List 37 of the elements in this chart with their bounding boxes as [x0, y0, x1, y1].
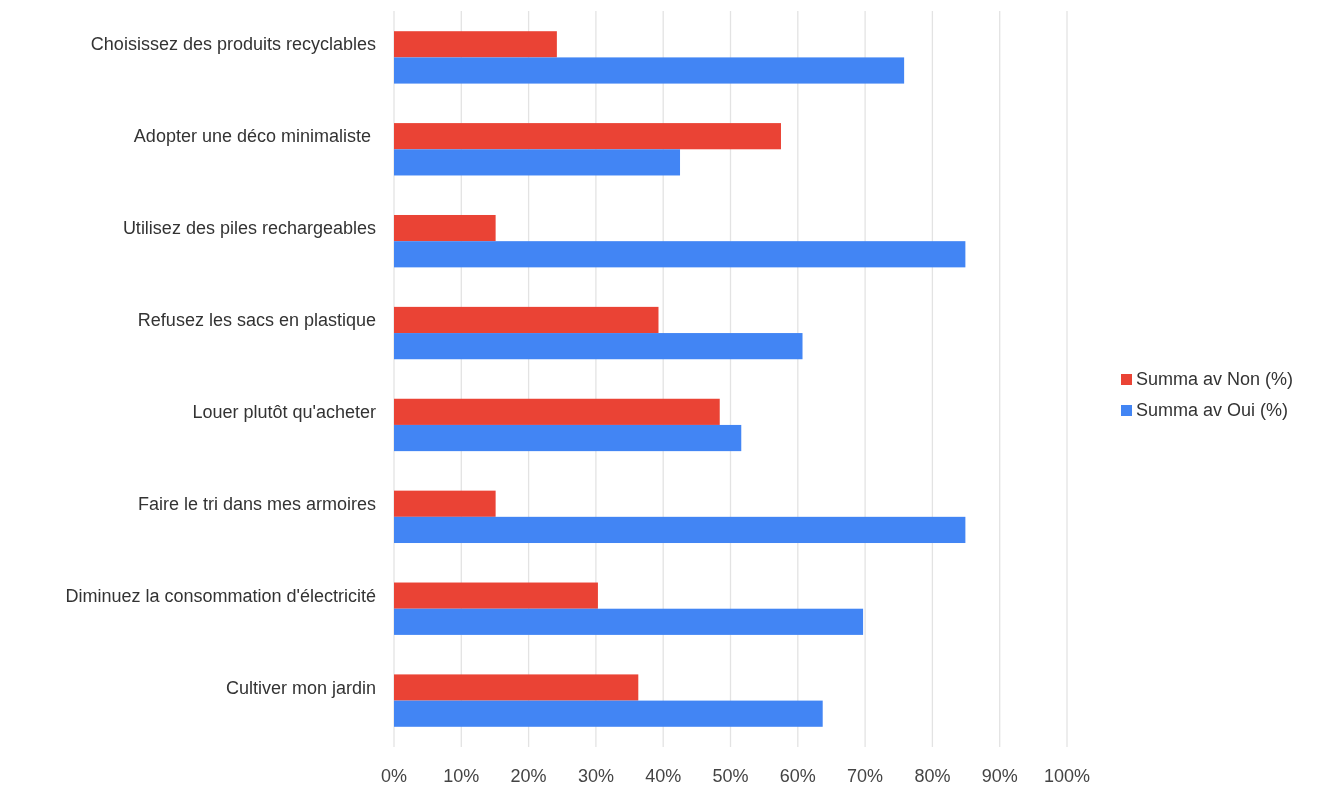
bar — [394, 57, 905, 84]
bar — [394, 214, 496, 242]
x-tick-label: 0% — [380, 766, 408, 786]
y-tick-label: Adopter une déco minimaliste — [133, 126, 376, 147]
x-tick-label: 10% — [443, 766, 480, 786]
x-tick-label: 20% — [510, 766, 547, 786]
bar — [394, 608, 864, 635]
bar — [394, 490, 496, 517]
y-tick-label: Diminuez la consommation d'électricité — [65, 585, 376, 606]
y-tick-label: Cultiver mon jardin — [225, 677, 376, 698]
bar — [394, 241, 966, 268]
x-tick-label: 80% — [914, 766, 951, 786]
y-tick-label: Choisissez des produits recyclables — [90, 34, 376, 55]
bar — [394, 398, 720, 425]
y-tick-label: Utilisez des piles rechargeables — [122, 218, 376, 239]
x-tick-label: 60% — [779, 766, 816, 786]
bar — [394, 700, 823, 727]
bar — [394, 123, 781, 150]
x-tick-label: 90% — [981, 766, 1018, 786]
bar — [394, 333, 803, 360]
y-tick-label: Louer plutôt qu'acheter — [192, 401, 376, 422]
x-tick-label: 30% — [577, 766, 614, 786]
legend-label: Summa av Oui (%) — [1136, 400, 1289, 420]
bar — [394, 31, 557, 58]
bar — [394, 306, 659, 334]
x-tick-label: 40% — [645, 766, 682, 786]
legend-label: Summa av Non (%) — [1136, 369, 1294, 389]
bar — [394, 516, 966, 544]
y-tick-label: Faire le tri dans mes armoires — [137, 493, 376, 514]
x-tick-label: 70% — [847, 766, 884, 786]
bar — [394, 424, 742, 452]
bar — [394, 582, 598, 609]
bar — [394, 674, 639, 701]
y-tick-label: Refusez les sacs en plastique — [137, 309, 376, 330]
bar — [394, 149, 681, 176]
x-tick-label: 100% — [1043, 766, 1091, 786]
x-tick-label: 50% — [712, 766, 749, 786]
